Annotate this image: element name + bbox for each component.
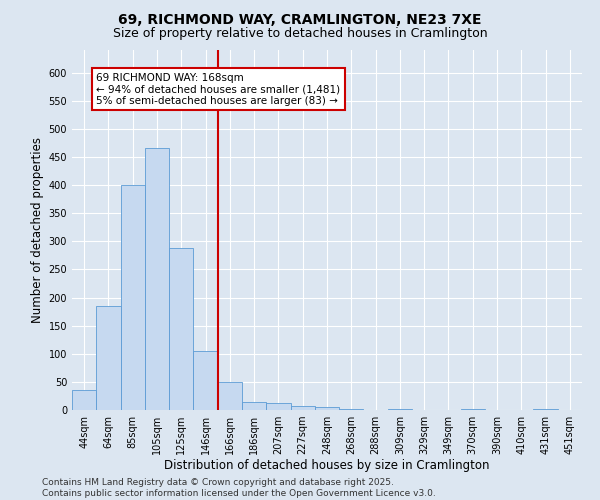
Bar <box>266 402 290 410</box>
Bar <box>121 185 145 410</box>
Bar <box>72 390 96 410</box>
X-axis label: Distribution of detached houses by size in Cramlington: Distribution of detached houses by size … <box>164 458 490 471</box>
Y-axis label: Number of detached properties: Number of detached properties <box>31 137 44 323</box>
Text: 69 RICHMOND WAY: 168sqm
← 94% of detached houses are smaller (1,481)
5% of semi-: 69 RICHMOND WAY: 168sqm ← 94% of detache… <box>96 72 340 106</box>
Bar <box>290 406 315 410</box>
Text: Contains HM Land Registry data © Crown copyright and database right 2025.
Contai: Contains HM Land Registry data © Crown c… <box>42 478 436 498</box>
Text: Size of property relative to detached houses in Cramlington: Size of property relative to detached ho… <box>113 28 487 40</box>
Text: 69, RICHMOND WAY, CRAMLINGTON, NE23 7XE: 69, RICHMOND WAY, CRAMLINGTON, NE23 7XE <box>118 12 482 26</box>
Bar <box>218 382 242 410</box>
Bar <box>145 148 169 410</box>
Bar <box>315 407 339 410</box>
Bar <box>193 351 218 410</box>
Bar <box>169 248 193 410</box>
Bar <box>96 306 121 410</box>
Bar <box>242 402 266 410</box>
